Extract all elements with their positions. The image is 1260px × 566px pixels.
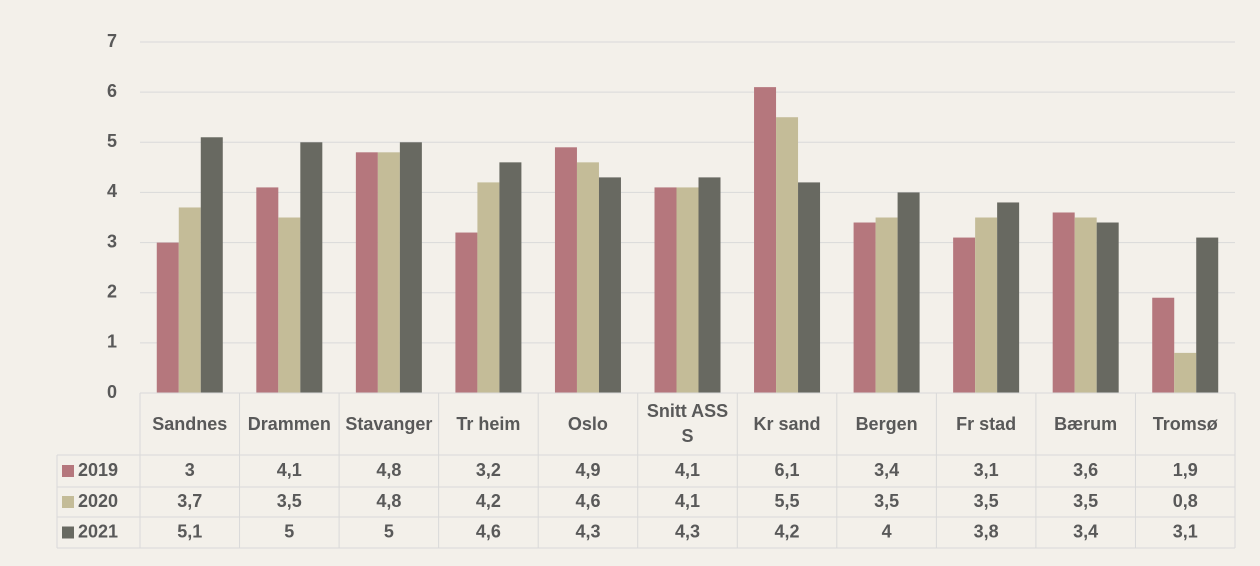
bar: [1096, 222, 1119, 393]
bar: [455, 232, 478, 393]
table-cell: 3,5: [277, 491, 302, 511]
x-tick-label: Stavanger: [345, 413, 433, 434]
table-cell: 4,6: [575, 491, 600, 511]
bar: [875, 217, 898, 393]
bar: [200, 137, 223, 393]
table-cell: 0,8: [1173, 491, 1198, 511]
x-tick-label: Fr stad: [956, 413, 1017, 434]
bar: [399, 142, 422, 393]
table-cell: 3,2: [476, 460, 501, 480]
bar: [997, 202, 1020, 393]
table-cell: 4: [882, 521, 892, 541]
x-tick-label: Oslo: [567, 413, 608, 434]
bar: [953, 237, 976, 393]
table-cell: 5,1: [177, 521, 202, 541]
table-cell: 1,9: [1173, 460, 1198, 480]
bar: [1174, 352, 1197, 393]
bar: [576, 162, 599, 393]
legend-key: [62, 526, 74, 539]
table-cell: 3,1: [1173, 521, 1198, 541]
table-cell: 5,5: [775, 491, 800, 511]
bar: [1152, 297, 1175, 393]
table-cell: 4,6: [476, 521, 501, 541]
x-tick-label: Tr heim: [456, 413, 521, 434]
y-tick-label: 2: [107, 281, 117, 301]
bar: [1074, 217, 1097, 393]
x-tick-label: Drammen: [247, 413, 331, 434]
legend-key: [62, 496, 74, 508]
bar: [776, 117, 799, 393]
table-cell: 3,5: [974, 491, 999, 511]
bar: [300, 142, 323, 393]
x-tick-label: Snitt ASSS: [646, 401, 729, 446]
x-tick-label: Bergen: [855, 413, 918, 434]
table-cell: 3,4: [1073, 521, 1098, 541]
x-tick-label: Sandnes: [152, 413, 228, 434]
y-tick-label: 0: [107, 382, 117, 402]
table-cell: 4,9: [575, 460, 600, 480]
bar: [754, 87, 777, 393]
table-cell: 3,4: [874, 460, 899, 480]
table-cell: 3,5: [874, 491, 899, 511]
bar: [698, 177, 721, 393]
table-cell: 3,8: [974, 521, 999, 541]
table-cell: 4,8: [376, 491, 401, 511]
y-tick-label: 5: [107, 131, 117, 151]
table-cell: 3,7: [177, 491, 202, 511]
bar: [853, 222, 876, 393]
legend-label: 2019: [78, 460, 118, 480]
bar: [598, 177, 621, 393]
bar: [975, 217, 998, 393]
bar: [278, 217, 301, 393]
table-cell: 4,2: [476, 491, 501, 511]
bar: [897, 192, 920, 393]
y-tick-label: 3: [107, 231, 117, 251]
table-cell: 4,8: [376, 460, 401, 480]
x-tick-label: Tromsø: [1152, 413, 1218, 434]
table-cell: 4,1: [675, 460, 700, 480]
legend-label: 2021: [78, 521, 118, 541]
legend-key: [62, 465, 74, 477]
bar: [1196, 237, 1219, 393]
y-tick-label: 6: [107, 81, 117, 101]
table-cell: 4,3: [675, 521, 700, 541]
bar: [355, 152, 378, 393]
bar: [554, 147, 577, 393]
table-cell: 6,1: [775, 460, 800, 480]
y-tick-label: 7: [107, 31, 117, 51]
bar: [1052, 212, 1075, 393]
bar: [477, 182, 500, 393]
table-cell: 4,2: [775, 521, 800, 541]
table-cell: 4,1: [277, 460, 302, 480]
legend-label: 2020: [78, 491, 118, 511]
bar: [178, 207, 201, 393]
y-tick-label: 1: [107, 332, 117, 352]
bar: [798, 182, 821, 393]
x-tick-label: Kr sand: [753, 413, 821, 434]
table-cell: 5: [384, 521, 394, 541]
bar: [256, 187, 279, 393]
table-cell: 3,5: [1073, 491, 1098, 511]
table-cell: 4,3: [575, 521, 600, 541]
bar: [499, 162, 522, 393]
bar: [156, 242, 179, 393]
table-cell: 4,1: [675, 491, 700, 511]
bar: [377, 152, 400, 393]
y-tick-label: 4: [107, 181, 117, 201]
bar: [676, 187, 699, 393]
table-cell: 3: [185, 460, 195, 480]
x-tick-label: Bærum: [1054, 413, 1118, 434]
table-cell: 3,1: [974, 460, 999, 480]
table-cell: 5: [284, 521, 294, 541]
bar: [654, 187, 677, 393]
table-cell: 3,6: [1073, 460, 1098, 480]
